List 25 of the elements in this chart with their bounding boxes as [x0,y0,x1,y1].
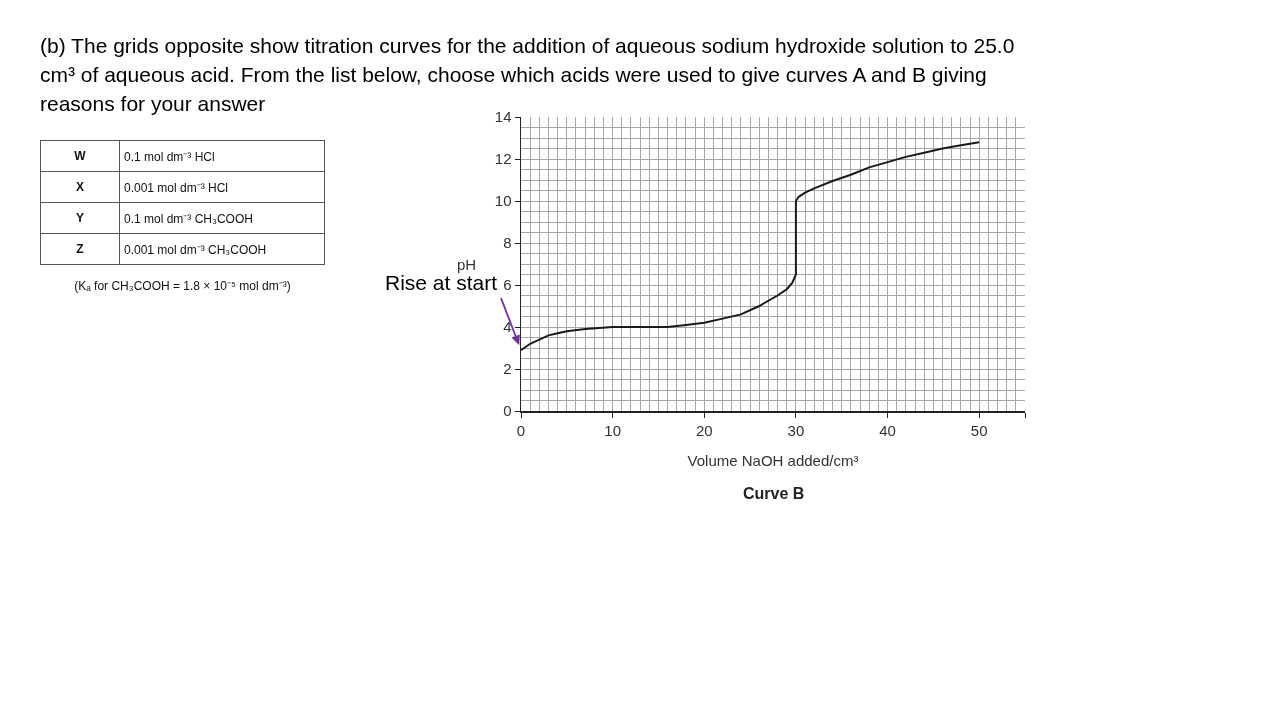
text: Y [40,202,120,234]
text: Curve B [743,485,805,502]
text: W [40,140,120,172]
x-tick-label: 50 [970,421,988,439]
y-tick-label: 8 [503,234,512,252]
text: (Kₐ for CH₃COOH = 1.8 × 10⁻⁵ mol dm⁻³) [73,278,292,294]
y-axis-title: pH [457,256,477,273]
y-tick-label: 6 [503,276,512,294]
text: 0.001 mol dm⁻³ HCl [119,171,325,203]
x-tick-label: 40 [879,421,896,439]
text: 0.001 mol dm⁻³ CH₃COOH [119,233,325,265]
text: Z [40,233,120,265]
text: 0.1 mol dm⁻³ HCl [119,140,325,172]
x-tick-label: 20 [695,421,713,439]
y-tick-label: 2 [503,360,512,378]
x-tick-label: 0 [516,421,526,439]
y-tick-label: 12 [494,150,512,168]
x-tick-label: 10 [604,421,621,439]
x-tick-label: 30 [787,421,805,439]
y-tick-label: 10 [494,192,512,210]
text: 0.1 mol dm⁻³ CH₃COOH [119,202,325,234]
text: X [40,171,120,203]
x-axis-title: Volume NaOH added/cm³ [687,452,859,470]
y-tick-label: 4 [503,318,512,336]
y-tick-label: 0 [503,402,512,420]
